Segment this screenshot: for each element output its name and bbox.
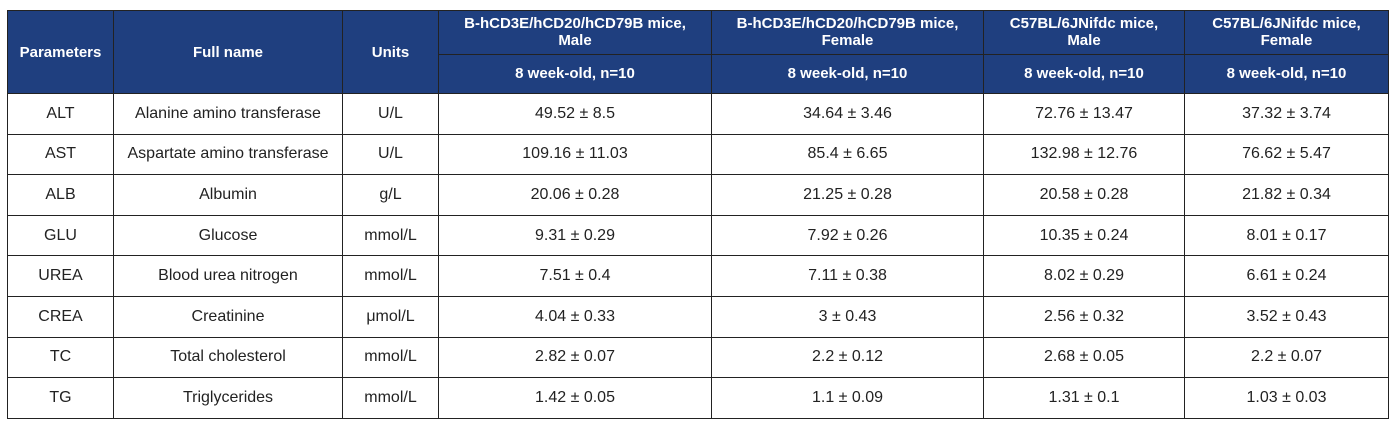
value-cell: 7.11 ± 0.38 (711, 255, 984, 297)
table-row: GLU Glucose mmol/L 9.31 ± 0.29 7.92 ± 0.… (7, 214, 1389, 257)
value-cell: 2.2 ± 0.07 (1184, 336, 1389, 379)
value-cell: 8.01 ± 0.17 (1184, 214, 1389, 257)
header-subgroup-2: 8 week-old, n=10 (711, 53, 984, 95)
header-subgroup-3: 8 week-old, n=10 (983, 53, 1185, 95)
header-row-groups: Parameters Full name Units B-hCD3E/hCD20… (7, 10, 1389, 94)
full-name-cell: Creatinine (113, 295, 343, 338)
value-cell: 2.2 ± 0.12 (711, 336, 984, 379)
value-cell: 4.04 ± 0.33 (438, 295, 712, 338)
value-cell: 34.64 ± 3.46 (711, 93, 984, 135)
header-group-2: B-hCD3E/hCD20/hCD79B mice, Female (711, 10, 984, 55)
unit-cell: g/L (342, 174, 439, 216)
param-cell: TG (7, 377, 114, 419)
table-row: ALB Albumin g/L 20.06 ± 0.28 21.25 ± 0.2… (7, 174, 1389, 216)
value-cell: 1.31 ± 0.1 (983, 377, 1185, 419)
value-cell: 20.06 ± 0.28 (438, 174, 712, 216)
value-cell: 7.51 ± 0.4 (438, 255, 712, 297)
value-cell: 2.82 ± 0.07 (438, 336, 712, 379)
value-cell: 2.56 ± 0.32 (983, 295, 1185, 338)
full-name-cell: Blood urea nitrogen (113, 255, 343, 297)
header-group-3-line1: C57BL/6JNifdc mice, (1009, 15, 1159, 33)
param-cell: ALB (7, 174, 114, 216)
unit-cell: mmol/L (342, 377, 439, 419)
header-parameters: Parameters (7, 10, 114, 94)
table-row: ALT Alanine amino transferase U/L 49.52 … (7, 93, 1389, 135)
header-subgroup-1: 8 week-old, n=10 (438, 53, 712, 95)
header-group-3-line2: Male (1067, 32, 1101, 50)
full-name-cell: Albumin (113, 174, 343, 216)
unit-cell: mmol/L (342, 336, 439, 379)
value-cell: 6.61 ± 0.24 (1184, 255, 1389, 297)
value-cell: 109.16 ± 11.03 (438, 133, 712, 176)
value-cell: 3 ± 0.43 (711, 295, 984, 338)
value-cell: 1.03 ± 0.03 (1184, 377, 1389, 419)
value-cell: 1.1 ± 0.09 (711, 377, 984, 419)
value-cell: 21.82 ± 0.34 (1184, 174, 1389, 216)
value-cell: 10.35 ± 0.24 (983, 214, 1185, 257)
header-group-4: C57BL/6JNifdc mice, Female (1184, 10, 1389, 55)
unit-cell: U/L (342, 133, 439, 176)
header-group-2-line1: B-hCD3E/hCD20/hCD79B mice, (736, 15, 959, 33)
header-full-name: Full name (113, 10, 343, 94)
table-row: UREA Blood urea nitrogen mmol/L 7.51 ± 0… (7, 255, 1389, 297)
full-name-cell: Glucose (113, 214, 343, 257)
header-group-3: C57BL/6JNifdc mice, Male (983, 10, 1185, 55)
biochemistry-table: Parameters Full name Units B-hCD3E/hCD20… (7, 10, 1389, 419)
unit-cell: mmol/L (342, 255, 439, 297)
param-cell: AST (7, 133, 114, 176)
value-cell: 49.52 ± 8.5 (438, 93, 712, 135)
table-row: TG Triglycerides mmol/L 1.42 ± 0.05 1.1 … (7, 377, 1389, 419)
value-cell: 1.42 ± 0.05 (438, 377, 712, 419)
param-cell: CREA (7, 295, 114, 338)
full-name-cell: Triglycerides (113, 377, 343, 419)
unit-cell: U/L (342, 93, 439, 135)
full-name-cell: Total cholesterol (113, 336, 343, 379)
header-subgroup-4: 8 week-old, n=10 (1184, 53, 1389, 95)
param-cell: TC (7, 336, 114, 379)
param-cell: GLU (7, 214, 114, 257)
value-cell: 37.32 ± 3.74 (1184, 93, 1389, 135)
value-cell: 9.31 ± 0.29 (438, 214, 712, 257)
unit-cell: μmol/L (342, 295, 439, 338)
unit-cell: mmol/L (342, 214, 439, 257)
value-cell: 132.98 ± 12.76 (983, 133, 1185, 176)
value-cell: 20.58 ± 0.28 (983, 174, 1185, 216)
header-group-2-line2: Female (821, 32, 874, 50)
full-name-cell: Aspartate amino transferase (113, 133, 343, 176)
value-cell: 72.76 ± 13.47 (983, 93, 1185, 135)
header-group-4-line1: C57BL/6JNifdc mice, (1212, 15, 1361, 33)
param-cell: ALT (7, 93, 114, 135)
value-cell: 2.68 ± 0.05 (983, 336, 1185, 379)
header-group-1-line1: B-hCD3E/hCD20/hCD79B mice, (464, 15, 686, 33)
value-cell: 85.4 ± 6.65 (711, 133, 984, 176)
full-name-cell: Alanine amino transferase (113, 93, 343, 135)
value-cell: 3.52 ± 0.43 (1184, 295, 1389, 338)
header-group-1-line2: Male (558, 32, 592, 50)
value-cell: 21.25 ± 0.28 (711, 174, 984, 216)
header-units: Units (342, 10, 439, 94)
header-row-subgroups: 8 week-old, n=10 8 week-old, n=10 8 week… (8, 53, 1389, 95)
table-row: CREA Creatinine μmol/L 4.04 ± 0.33 3 ± 0… (7, 295, 1389, 338)
header-group-4-line2: Female (1260, 32, 1313, 50)
table-row: AST Aspartate amino transferase U/L 109.… (7, 133, 1389, 176)
value-cell: 7.92 ± 0.26 (711, 214, 984, 257)
value-cell: 8.02 ± 0.29 (983, 255, 1185, 297)
header-group-1: B-hCD3E/hCD20/hCD79B mice, Male (438, 10, 712, 55)
value-cell: 76.62 ± 5.47 (1184, 133, 1389, 176)
table-row: TC Total cholesterol mmol/L 2.82 ± 0.07 … (7, 336, 1389, 379)
param-cell: UREA (7, 255, 114, 297)
